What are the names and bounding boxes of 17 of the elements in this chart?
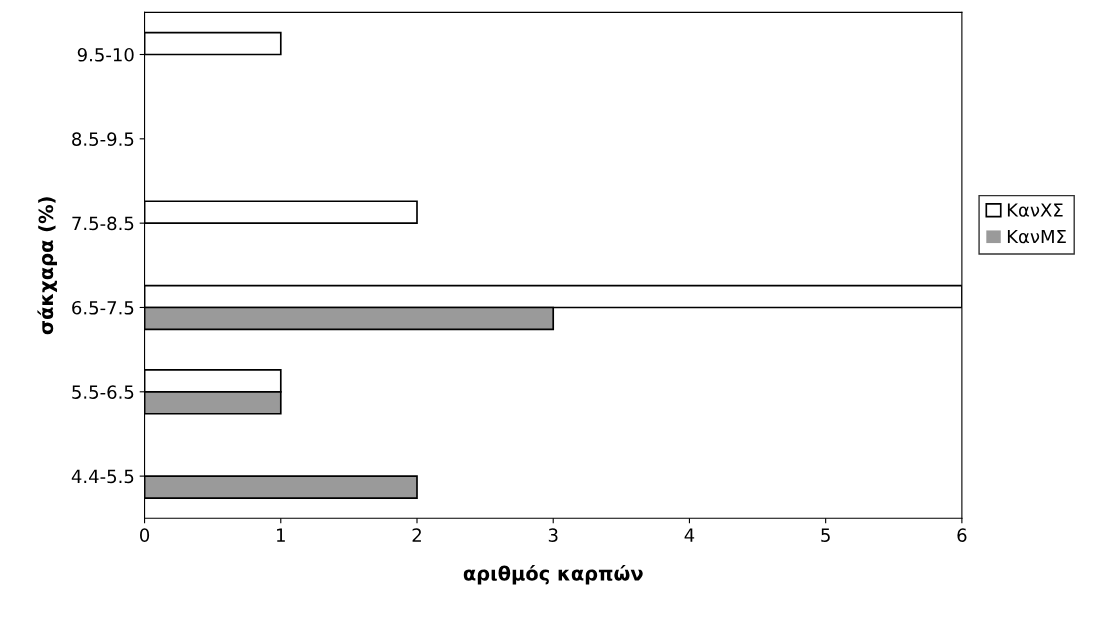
x-tick-label: 6 [957, 528, 967, 542]
x-tick-label: 0 [140, 528, 150, 542]
y-tick-label: 6.5-7.5 [72, 300, 134, 315]
x-tick-label: 1 [277, 528, 285, 542]
x-tick-label: 4 [684, 528, 695, 542]
x-tick-label: 3 [548, 528, 558, 542]
y-tick-label: 8.5-9.5 [72, 132, 134, 146]
legend-label: ΚανΧΣ [1007, 203, 1063, 217]
y-axis-title: σάκχαρα (%) [37, 197, 58, 335]
x-axis-title: αριθμός καρπών [463, 564, 643, 585]
legend-label: ΚανΜΣ [1007, 229, 1066, 244]
y-tick-label: 7.5-8.5 [72, 216, 134, 231]
x-tick-label: 5 [821, 528, 830, 542]
x-tick-label: 2 [412, 528, 421, 542]
y-tick-label: 4.4-5.5 [71, 469, 134, 484]
y-tick-label: 9.5-10 [77, 47, 134, 62]
y-tick-label: 5.5-6.5 [72, 385, 134, 399]
